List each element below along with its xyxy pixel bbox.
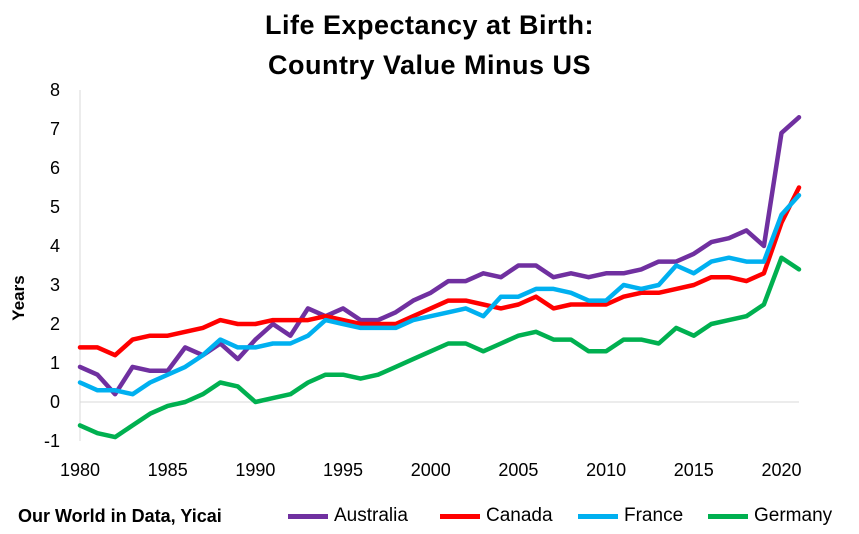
series-line-france <box>77 193 802 397</box>
x-tick-label: 1990 <box>235 460 275 480</box>
legend-label-france: France <box>624 505 684 526</box>
legend-swatch-canada <box>440 513 480 519</box>
x-tick-label: 2005 <box>498 460 538 480</box>
x-tick-label: 2020 <box>761 460 801 480</box>
legend-swatch-germany <box>708 513 748 519</box>
chart-title-line-1: Life Expectancy at Birth: <box>264 10 595 40</box>
legend-item-canada: Canada <box>440 505 553 527</box>
y-tick-labels: -1 0 1 2 3 4 5 6 7 8 <box>44 80 60 451</box>
y-tick-label: 6 <box>50 158 60 178</box>
y-tick-label: 7 <box>50 119 60 139</box>
legend-label-australia: Australia <box>334 505 408 526</box>
legend-item-france: France <box>578 505 683 527</box>
source-caption: Our World in Data, Yicai <box>18 506 222 526</box>
legend-label-canada: Canada <box>486 505 553 526</box>
y-tick-label: 4 <box>50 236 60 256</box>
y-tick-label: 2 <box>50 314 60 334</box>
legend-item-australia: Australia <box>288 505 408 527</box>
legend-swatch-australia <box>288 513 328 519</box>
x-tick-label: 2010 <box>586 460 626 480</box>
x-tick-label: 2015 <box>674 460 714 480</box>
x-tick-label: 1985 <box>148 460 188 480</box>
y-tick-label: 5 <box>50 197 60 217</box>
series-line-canada <box>77 185 802 358</box>
legend-item-germany: Germany <box>708 505 832 527</box>
x-tick-label: 1980 <box>60 460 100 480</box>
y-tick-label: 8 <box>50 80 60 100</box>
series-lines <box>77 115 802 440</box>
series-line-germany <box>77 255 802 440</box>
y-tick-label: 1 <box>50 353 60 373</box>
series-line-australia <box>77 115 802 397</box>
axes-group <box>79 90 799 441</box>
chart-title-line-2: Country Value Minus US <box>267 50 592 80</box>
y-tick-label: -1 <box>44 431 60 451</box>
y-axis-label: Years <box>9 275 28 320</box>
x-tick-label: 2000 <box>411 460 451 480</box>
y-tick-label: 3 <box>50 275 60 295</box>
x-tick-labels: 1980 1985 1990 1995 2000 2005 2010 2015 2020 <box>60 460 802 480</box>
legend-label-germany: Germany <box>754 505 833 526</box>
y-tick-label: 0 <box>50 392 60 412</box>
legend-swatch-france <box>578 513 618 519</box>
x-tick-label: 1995 <box>323 460 363 480</box>
